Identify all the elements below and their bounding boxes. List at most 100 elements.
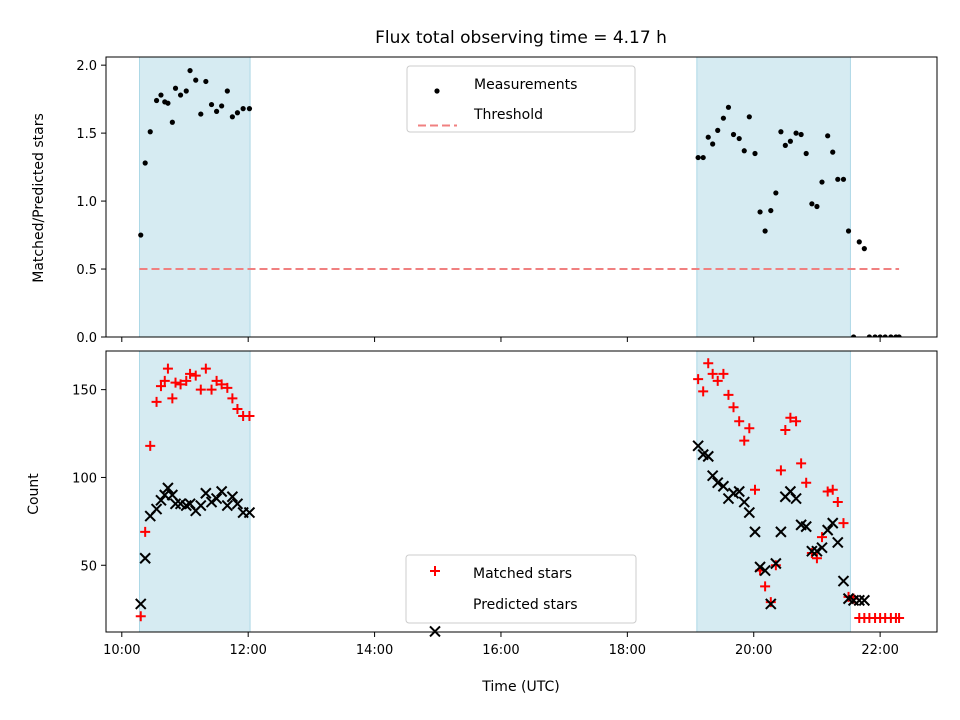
measurement-point xyxy=(798,131,804,138)
counts-y-tick-label: 50 xyxy=(80,559,97,574)
predicted-star-point xyxy=(759,564,771,577)
predicted-star-point xyxy=(221,499,234,512)
measurement-point xyxy=(165,100,171,106)
measurement-point xyxy=(705,134,711,140)
measurement-point xyxy=(819,179,825,185)
measurement-point xyxy=(825,133,831,139)
matched-star-point xyxy=(145,440,156,451)
matched-star-point xyxy=(791,416,802,427)
matched-star-point xyxy=(167,393,178,404)
predicted-star-point xyxy=(754,561,766,573)
predicted-star-point xyxy=(765,598,777,610)
legend-matched-label: Matched stars xyxy=(473,566,572,582)
matched-star-point xyxy=(222,382,233,393)
measurement-point xyxy=(142,160,148,166)
predicted-star-point xyxy=(205,496,218,508)
predicted-star-point xyxy=(827,517,839,529)
predicted-star-point xyxy=(858,594,871,607)
matched-star-point xyxy=(822,486,833,497)
matched-star-point xyxy=(216,379,227,390)
predicted-star-point xyxy=(806,545,818,557)
measurement-point xyxy=(840,176,847,182)
matched-star-point xyxy=(775,465,786,476)
measurement-point xyxy=(695,154,701,161)
matched-star-point xyxy=(693,374,704,385)
measurement-point xyxy=(725,104,732,110)
ratio-y-tick-label: 1.5 xyxy=(76,127,97,142)
ratio-shaded-interval-2 xyxy=(696,57,851,337)
measurement-point xyxy=(782,142,788,148)
ratio-y-tick-label: 0.0 xyxy=(76,331,97,346)
measurement-point xyxy=(835,176,841,182)
matched-star-point xyxy=(181,375,192,386)
matched-star-point xyxy=(707,368,718,379)
measurement-point xyxy=(773,190,779,196)
measurement-point xyxy=(809,201,815,207)
measurement-point xyxy=(872,334,878,337)
x-tick-label: 18:00 xyxy=(609,643,646,658)
predicted-star-point xyxy=(702,450,714,463)
predicted-star-point xyxy=(706,469,719,482)
measurement-point xyxy=(169,119,175,125)
matched-star-point xyxy=(785,412,796,423)
matched-star-point xyxy=(801,477,812,488)
legend-box xyxy=(406,65,636,133)
measurement-point xyxy=(866,334,872,337)
matched-star-point xyxy=(728,402,739,413)
predicted-star-point xyxy=(200,487,212,499)
ratio-y-tick-label: 2.0 xyxy=(76,59,97,74)
matched-star-point xyxy=(185,368,196,379)
measurement-point xyxy=(158,92,164,98)
measurement-point xyxy=(138,232,144,238)
measurement-point xyxy=(861,246,867,252)
predicted-star-point xyxy=(243,506,256,519)
ratio-plot-area xyxy=(138,57,902,337)
measurement-point xyxy=(877,334,883,337)
predicted-star-point xyxy=(717,480,730,492)
ratio-y-tick-label: 1.0 xyxy=(76,195,97,210)
measurement-point xyxy=(730,131,737,138)
matched-star-point xyxy=(151,396,162,407)
measurement-point xyxy=(183,88,189,94)
measurement-point xyxy=(830,149,836,155)
legend-measurement-marker xyxy=(434,88,440,94)
x-tick-label: 14:00 xyxy=(356,643,393,658)
x-tick-label: 16:00 xyxy=(482,643,519,658)
measurement-point xyxy=(700,154,706,161)
x-tick-label: 20:00 xyxy=(735,643,772,658)
matched-star-point xyxy=(765,597,776,608)
matched-star-point xyxy=(211,375,222,386)
matched-star-point xyxy=(135,611,146,622)
predicted-star-point xyxy=(743,506,756,519)
measurement-point xyxy=(224,88,230,94)
ratio-y-tick-label: 0.5 xyxy=(76,263,97,278)
predicted-star-point xyxy=(195,499,207,512)
predicted-star-point xyxy=(712,477,724,489)
measurement-point xyxy=(856,239,862,245)
predicted-star-point xyxy=(770,557,782,570)
measurement-point xyxy=(219,103,225,109)
counts-shaded-interval-1 xyxy=(138,351,251,632)
matched-star-point xyxy=(227,393,238,404)
predicted-star-point xyxy=(738,496,750,508)
legend-threshold-label: Threshold xyxy=(473,107,543,123)
matched-star-point xyxy=(843,591,854,602)
measurement-point xyxy=(234,110,241,116)
matched-star-point xyxy=(718,368,729,379)
predicted-star-point xyxy=(169,498,182,510)
measurement-point xyxy=(246,106,253,112)
matched-star-point xyxy=(170,377,181,388)
measurement-point xyxy=(736,135,742,142)
ratio-axes-frame xyxy=(105,56,938,338)
legend-measurements-label: Measurements xyxy=(474,77,577,93)
measurement-point xyxy=(778,129,784,135)
predicted-star-point xyxy=(775,526,787,538)
measurement-point xyxy=(768,207,774,214)
measurement-point xyxy=(229,114,235,120)
matched-star-point xyxy=(744,423,755,434)
counts-y-tick-label: 150 xyxy=(72,384,97,399)
counts-axes-frame xyxy=(105,350,938,633)
legend-predicted-label: Predicted stars xyxy=(473,597,578,613)
matched-star-point xyxy=(827,484,838,495)
matched-star-point xyxy=(703,358,714,369)
